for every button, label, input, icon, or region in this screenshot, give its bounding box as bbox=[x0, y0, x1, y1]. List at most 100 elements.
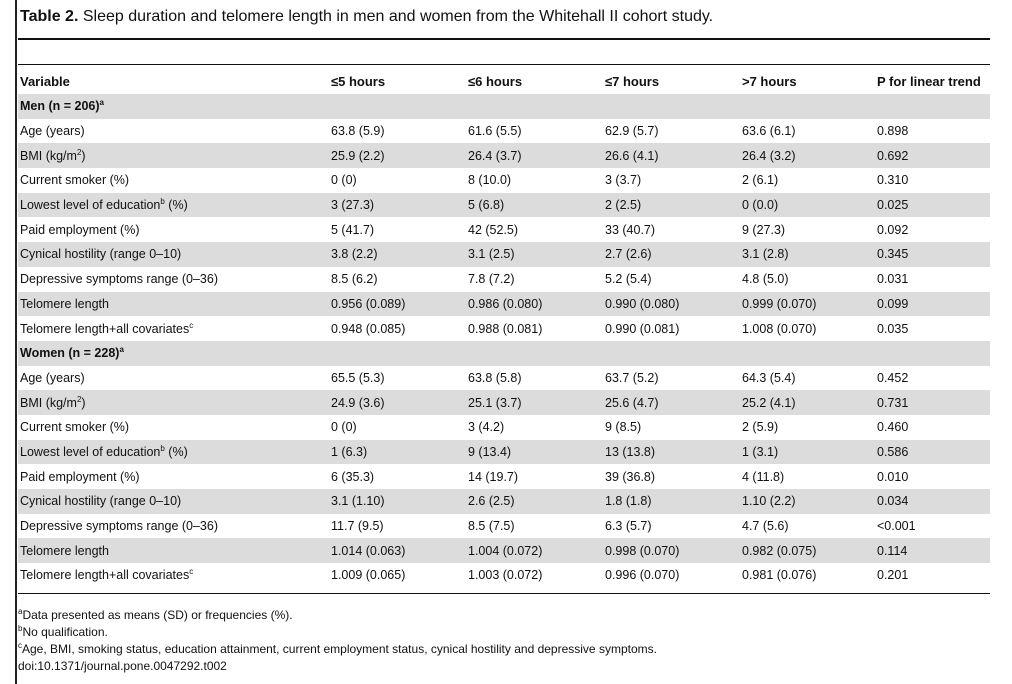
table-cell: 1 (6.3) bbox=[329, 439, 466, 465]
table-row: Telomere length+all covariatesc 0.948 (0.… bbox=[18, 316, 990, 341]
table-cell: 4 (11.8) bbox=[742, 469, 785, 484]
row-label: Telomere length bbox=[18, 291, 329, 317]
section-title: Women (n = 228)a bbox=[18, 340, 990, 366]
table-cell: 0.898 bbox=[877, 124, 909, 139]
table-cell: 0.692 bbox=[875, 143, 990, 169]
table-cell: 0 (0) bbox=[331, 173, 357, 188]
table-row: Current smoker (%) 0 (0) 3 (4.2) 9 (8.5) 2 (… bbox=[18, 415, 990, 440]
table-cell: 61.6 (5.5) bbox=[468, 124, 522, 139]
table-cell: 5 (6.8) bbox=[466, 192, 603, 218]
table-cell: 9 (27.3) bbox=[742, 222, 786, 237]
column-header: ≤5 hours bbox=[331, 73, 386, 89]
header-row: Variable ≤5 hours ≤6 hours ≤7 hours >7 h… bbox=[18, 68, 990, 94]
table-cell: 4.7 (5.6) bbox=[742, 519, 789, 534]
table-cell: 0.345 bbox=[875, 242, 990, 267]
table-cell: 0.998 (0.070) bbox=[603, 538, 740, 564]
table-cell: 14 (19.7) bbox=[468, 469, 519, 484]
footnote-a: aData presented as means (SD) or frequen… bbox=[18, 607, 293, 623]
table-cell: 26.4 (3.7) bbox=[466, 143, 603, 169]
table-cell: 0.988 (0.081) bbox=[468, 321, 543, 336]
table-cell: 0.035 bbox=[877, 321, 909, 336]
column-header: P for linear trend bbox=[877, 73, 981, 89]
table-row: Depressive symptoms range (0–36) 8.5 (6.2… bbox=[18, 267, 990, 292]
table-cell: 6.3 (5.7) bbox=[605, 519, 652, 534]
table-cell: 0.586 bbox=[875, 439, 990, 465]
table-cell: 5.2 (5.4) bbox=[605, 272, 652, 287]
table-cell: 0.982 (0.075) bbox=[740, 538, 875, 564]
table-cell: 26.4 (3.2) bbox=[740, 143, 875, 169]
table-cell: 0.025 bbox=[875, 192, 990, 218]
table-row: BMI (kg/m2) 25.9 (2.2) 26.4 (3.7) 26.6 (4.1… bbox=[18, 143, 990, 169]
header-top-rule bbox=[18, 64, 990, 65]
table-cell: 0.948 (0.085) bbox=[331, 321, 406, 336]
table-cell: 3.1 (1.10) bbox=[329, 489, 466, 514]
table-cell: 0.092 bbox=[877, 222, 909, 237]
column-header: ≤6 hours bbox=[468, 73, 523, 89]
table-cell: 7.8 (7.2) bbox=[468, 272, 515, 287]
data-table: Variable ≤5 hours ≤6 hours ≤7 hours >7 h… bbox=[18, 68, 990, 588]
table-cell: 0.310 bbox=[877, 173, 909, 188]
table-cell: 2.6 (2.5) bbox=[466, 489, 603, 514]
table-cell: 0.731 bbox=[875, 390, 990, 415]
row-label: Depressive symptoms range (0–36) bbox=[20, 519, 218, 534]
table-cell: 1.014 (0.063) bbox=[329, 538, 466, 564]
table-cell: 0.981 (0.076) bbox=[742, 568, 817, 583]
table-cell: 0.986 (0.080) bbox=[466, 291, 603, 317]
table-cell: 26.6 (4.1) bbox=[603, 143, 740, 169]
table-row: Telomere length+all covariatesc 1.009 (0.… bbox=[18, 563, 990, 588]
doi-text: doi:10.1371/journal.pone.0047292.t002 bbox=[18, 659, 227, 673]
table-row: Paid employment (%) 5 (41.7) 42 (52.5) 33 (… bbox=[18, 217, 990, 242]
table-cell: 9 (13.4) bbox=[466, 439, 603, 465]
table-cell: 0.996 (0.070) bbox=[605, 568, 680, 583]
table-cell: 0.990 (0.080) bbox=[603, 291, 740, 317]
table-cell: 8.5 (6.2) bbox=[331, 272, 378, 287]
row-label: Telomere length bbox=[18, 538, 329, 564]
table-cell: 25.9 (2.2) bbox=[329, 143, 466, 169]
table-row: Depressive symptoms range (0–36) 11.7 (9.… bbox=[18, 514, 990, 539]
table-cell: 5 (41.7) bbox=[331, 222, 375, 237]
table-cell: 9 (8.5) bbox=[605, 420, 642, 435]
table-cell: 1.008 (0.070) bbox=[742, 321, 817, 336]
table-row: Telomere length 0.956 (0.089) 0.986 (0.080… bbox=[18, 291, 990, 317]
table-cell: 0.460 bbox=[877, 420, 909, 435]
table-cell: 63.6 (6.1) bbox=[742, 124, 796, 139]
table-cell: 6 (35.3) bbox=[331, 469, 375, 484]
table-cell: 25.6 (4.7) bbox=[603, 390, 740, 415]
table-cell: 65.5 (5.3) bbox=[331, 370, 385, 385]
column-header: Variable bbox=[20, 73, 70, 89]
table-cell: 0.990 (0.081) bbox=[605, 321, 680, 336]
table-cell: 8.5 (7.5) bbox=[468, 519, 515, 534]
table-bottom-rule bbox=[18, 593, 990, 594]
row-label: Lowest level of educationb (%) bbox=[18, 192, 329, 218]
table-row: Cynical hostility (range 0–10) 3.1 (1.10)… bbox=[18, 489, 990, 514]
table-cell: 0.956 (0.089) bbox=[329, 291, 466, 317]
caption-label: Table 2. bbox=[20, 8, 79, 25]
column-header: ≤7 hours bbox=[605, 73, 660, 89]
row-label: Current smoker (%) bbox=[20, 173, 130, 188]
table-row: Age (years) 65.5 (5.3) 63.8 (5.8) 63.7 (5.2… bbox=[18, 366, 990, 391]
table-cell: 0 (0.0) bbox=[740, 192, 875, 218]
table-cell: 1.009 (0.065) bbox=[331, 568, 406, 583]
row-label: Paid employment (%) bbox=[20, 469, 140, 484]
table-cell: 25.2 (4.1) bbox=[740, 390, 875, 415]
table-cell: 3.1 (2.8) bbox=[740, 242, 875, 267]
table-cell: 63.8 (5.9) bbox=[331, 124, 385, 139]
table-row: Lowest level of educationb (%) 1 (6.3) 9 (… bbox=[18, 439, 990, 465]
table-row: Telomere length 1.014 (0.063) 1.004 (0.072… bbox=[18, 538, 990, 564]
table-cell: 33 (40.7) bbox=[605, 222, 656, 237]
table-cell: 0.999 (0.070) bbox=[740, 291, 875, 317]
table-cell: 1.003 (0.072) bbox=[468, 568, 543, 583]
caption-text: Sleep duration and telomere length in me… bbox=[82, 8, 714, 25]
table-cell: 2 (5.9) bbox=[742, 420, 779, 435]
table-cell: 0.031 bbox=[877, 272, 909, 287]
table-cell: 24.9 (3.6) bbox=[329, 390, 466, 415]
table-cell: 2.7 (2.6) bbox=[603, 242, 740, 267]
table-cell: 4.8 (5.0) bbox=[742, 272, 789, 287]
footnotes: aData presented as means (SD) or frequen… bbox=[18, 607, 657, 675]
row-label: Telomere length+all covariatesc bbox=[20, 320, 194, 336]
table-cell: 13 (13.8) bbox=[603, 439, 740, 465]
table-cell: 1.004 (0.072) bbox=[466, 538, 603, 564]
table-cell: 25.1 (3.7) bbox=[466, 390, 603, 415]
section-header-row: Women (n = 228)a bbox=[18, 340, 990, 366]
